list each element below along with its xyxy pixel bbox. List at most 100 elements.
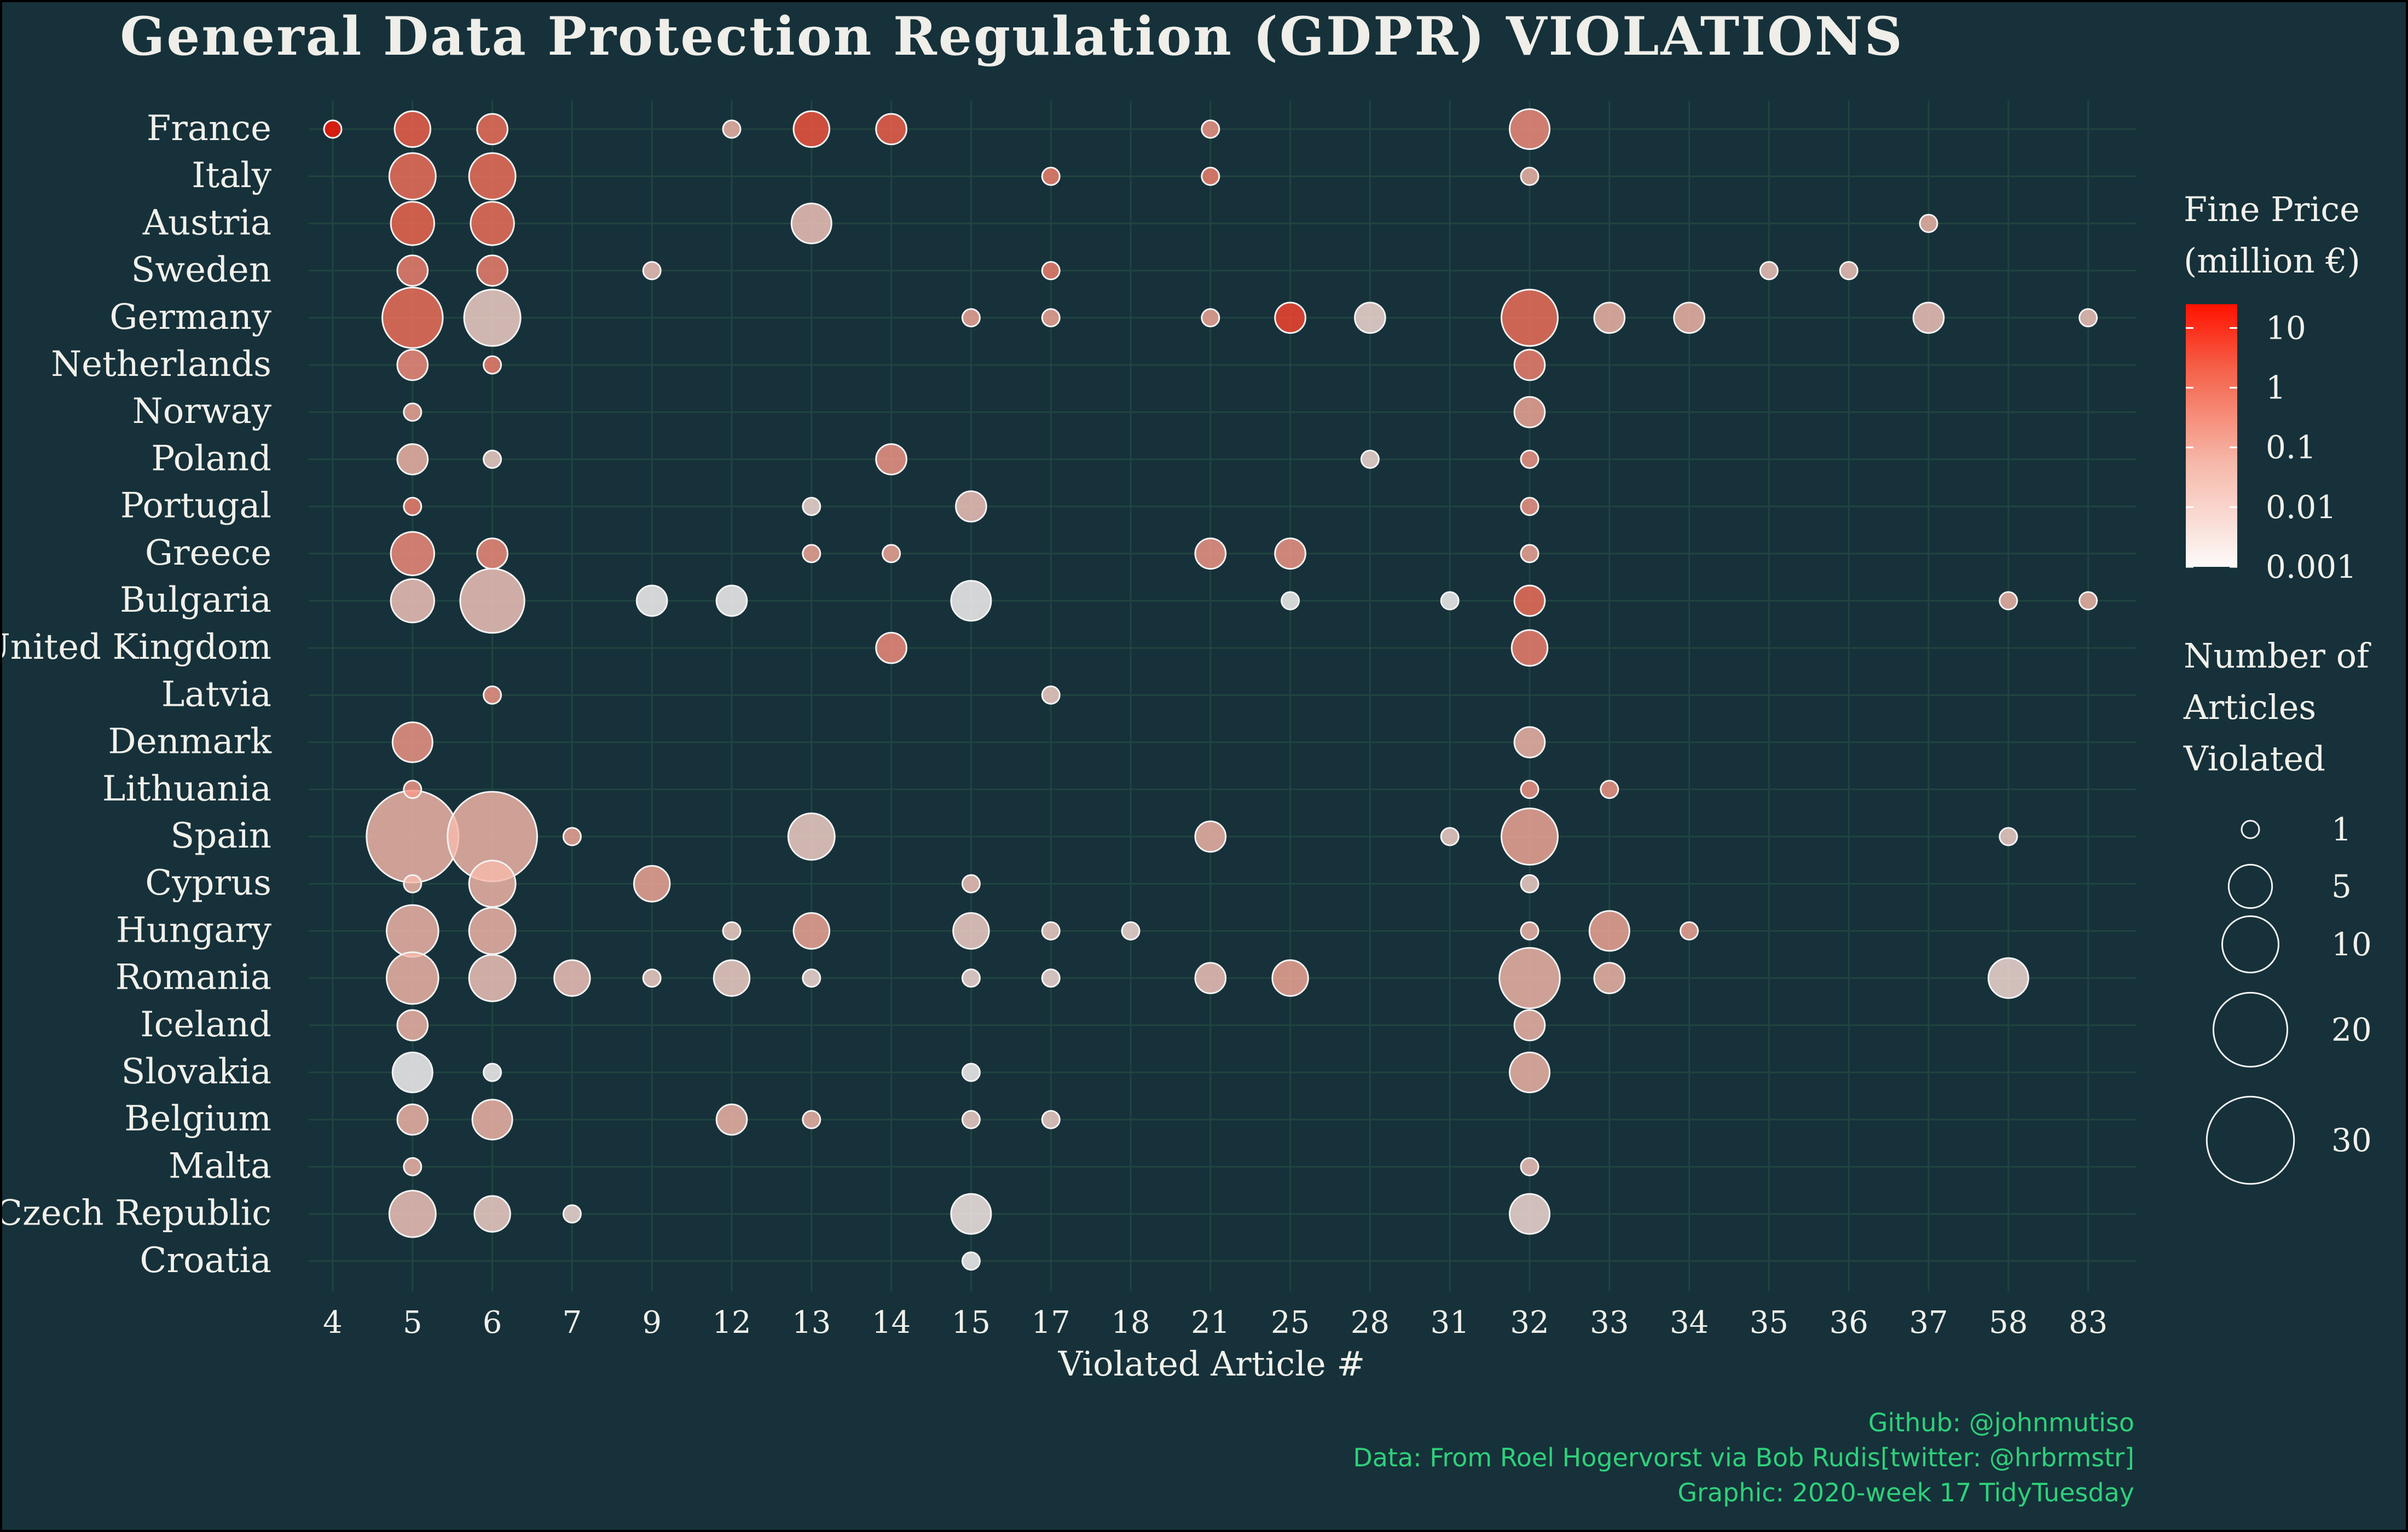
y-tick-label: United Kingdom [2, 627, 271, 668]
x-tick-label: 37 [1909, 1305, 1948, 1340]
bubble-point [562, 827, 582, 846]
bubble-point [1520, 1157, 1539, 1176]
bubble-point [388, 1189, 437, 1238]
color-tick-label: 10 [2266, 309, 2306, 346]
bubble-point [396, 254, 429, 287]
bubble-point [952, 912, 990, 950]
x-tick-label: 25 [1271, 1305, 1310, 1340]
color-legend-ticks: 10 1 0.1 0.01 0.001 [2186, 309, 2357, 585]
y-tick-label: Hungary [116, 910, 271, 950]
x-tick-label: 14 [872, 1305, 911, 1340]
bubble-point [875, 113, 907, 146]
bubble-point [1673, 301, 1705, 334]
bubble-point [961, 1063, 981, 1082]
bubble-point [1274, 301, 1306, 334]
bubble-point [1593, 962, 1626, 994]
bubble-point [635, 584, 668, 617]
size-legend-title-line3: Violated [2183, 739, 2325, 779]
bubble-point [1520, 874, 1539, 893]
bubble-point [1498, 947, 1561, 1009]
bubble-point [403, 402, 422, 422]
bubble-point [1508, 1051, 1551, 1094]
x-tick-label: 13 [792, 1305, 831, 1340]
y-tick-label: Italy [192, 155, 271, 196]
bubble-point [1839, 261, 1859, 281]
caption-line-3: Graphic: 2020-week 17 TidyTuesday [1677, 1478, 2134, 1507]
bubble-point [385, 951, 439, 1005]
bubble-point [1041, 308, 1061, 328]
bubble-point [476, 113, 508, 146]
bubble-point [961, 1110, 981, 1129]
x-tick-label: 7 [563, 1305, 582, 1340]
y-tick-label: Germany [109, 297, 271, 338]
bubble-point [396, 349, 429, 381]
bubble-point [642, 968, 662, 988]
bubble-point [471, 1099, 513, 1141]
bubble-point [1201, 308, 1220, 328]
bubble-point [388, 152, 437, 201]
y-tick-label: Romania [115, 958, 271, 998]
bubble-point [955, 490, 987, 523]
bubble-point [787, 813, 836, 861]
bubble-point [1999, 591, 2018, 611]
bubbles [323, 108, 2098, 1271]
bubble-point [2079, 591, 2098, 611]
bubble-point [792, 912, 831, 950]
bubble-point [1520, 166, 1539, 186]
size-legend-label: 20 [2331, 1011, 2372, 1048]
bubble-point [323, 119, 343, 139]
x-tick-label: 35 [1750, 1305, 1788, 1340]
bubble-point [1041, 921, 1061, 941]
y-tick-label: Poland [151, 438, 271, 479]
bubble-point [403, 780, 422, 799]
bubble-point [2079, 308, 2098, 328]
color-legend-title-line1: Fine Price [2184, 189, 2360, 229]
size-legend-circle [2212, 991, 2289, 1068]
bubble-point [385, 904, 439, 958]
y-tick-label: Greece [145, 533, 271, 573]
bubble-point [1520, 921, 1539, 941]
x-tick-label: 32 [1510, 1305, 1549, 1340]
bubble-point [390, 578, 435, 624]
bubble-point [390, 201, 435, 246]
bubble-point [483, 449, 502, 469]
bubble-point [792, 110, 831, 148]
bubble-point [1513, 349, 1546, 381]
bubble-point [802, 968, 821, 988]
y-tick-label: Bulgaria [120, 580, 271, 620]
bubble-point [1520, 544, 1539, 564]
bubble-point [950, 1193, 992, 1235]
bubble-point [381, 287, 444, 349]
bubble-point [1121, 921, 1141, 941]
bubble-point [483, 1063, 502, 1082]
bubble-point [1041, 166, 1061, 186]
x-axis-tick-labels: 4 5 6 7 9 12 13 14 15 17 18 21 25 28 31 32 33 34 35 36 37 58 8… [323, 1305, 2108, 1340]
bubble-point [715, 1103, 748, 1136]
size-legend-label: 30 [2331, 1122, 2372, 1159]
bubble-point [483, 685, 502, 705]
bubble-point [961, 308, 981, 328]
bubble-point [1508, 108, 1551, 150]
bubble-point [1999, 827, 2018, 846]
y-tick-label: Sweden [131, 250, 271, 291]
bubble-point [1440, 827, 1460, 846]
bubble-point [1513, 396, 1546, 428]
bubble-point [1194, 962, 1227, 994]
bubble-point [1041, 685, 1061, 705]
bubble-point [468, 860, 517, 908]
color-legend: Fine Price (million €) 10 1 0.1 0.01 0.001 [2184, 189, 2360, 585]
y-tick-label: Belgium [124, 1099, 271, 1139]
caption: Github: @johnmutiso Data: From Roel Hoge… [1353, 1408, 2134, 1507]
bubble-point [1919, 213, 1938, 233]
bubble-point [961, 874, 981, 893]
bubble-point [802, 544, 821, 564]
bubble-point [1520, 497, 1539, 517]
bubble-point [468, 954, 517, 1002]
x-tick-label: 21 [1191, 1305, 1230, 1340]
bubble-point [470, 201, 515, 246]
bubble-point [403, 874, 422, 893]
x-tick-label: 5 [403, 1305, 422, 1340]
bubble-point [476, 537, 508, 570]
